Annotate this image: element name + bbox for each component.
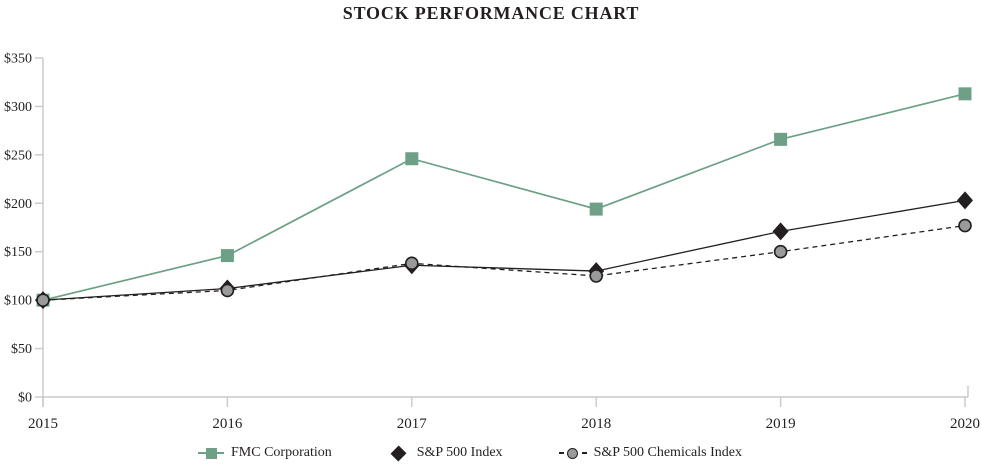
chart-legend: FMC Corporation S&P 500 Index S&P 500 Ch… bbox=[0, 441, 940, 465]
x-tick-label: 2017 bbox=[397, 416, 428, 432]
y-tick-label: $0 bbox=[18, 391, 32, 406]
chart-title: STOCK PERFORMANCE CHART bbox=[342, 3, 640, 23]
data-point-square-2017 bbox=[405, 152, 419, 166]
series-line-1 bbox=[42, 199, 966, 301]
y-tick-label: $200 bbox=[4, 197, 32, 212]
x-tick-label: 2016 bbox=[212, 416, 243, 432]
data-point-diamond-2019 bbox=[772, 222, 789, 241]
legend-item-sp500-index: S&P 500 Index bbox=[388, 445, 503, 461]
data-point-square-2018 bbox=[589, 202, 603, 216]
chemicals-dash-left bbox=[558, 452, 564, 454]
data-point-square-2020 bbox=[958, 87, 972, 101]
fmc-square-swatch bbox=[205, 447, 217, 459]
x-tick-label: 2020 bbox=[950, 416, 980, 432]
y-tick-label: $350 bbox=[4, 52, 32, 67]
series-line-2 bbox=[42, 224, 966, 301]
y-tick-label: $150 bbox=[4, 245, 32, 260]
data-point-circle-2020 bbox=[958, 218, 972, 233]
sp500-diamond-marker-icon bbox=[388, 445, 410, 461]
chemicals-circle-marker-icon bbox=[558, 447, 587, 460]
data-point-square-2019 bbox=[774, 132, 788, 146]
x-tick-label: 2018 bbox=[581, 416, 611, 432]
x-tick-label: 2015 bbox=[28, 416, 58, 432]
y-tick-label: $100 bbox=[4, 294, 32, 309]
series-line-0 bbox=[42, 93, 966, 301]
y-tick-label: $300 bbox=[4, 100, 32, 115]
x-tick-label: 2019 bbox=[766, 416, 796, 432]
chart-plot-area: $0 $50 $100 $150 $200 $250 $300 $350 2015 2016 201… bbox=[4, 52, 980, 433]
legend-item-sp500-chemicals-index: S&P 500 Chemicals Index bbox=[558, 445, 742, 461]
data-point-diamond-2020 bbox=[957, 191, 973, 210]
data-point-circle-2017 bbox=[404, 256, 419, 271]
legend-label-sp500-index: S&P 500 Index bbox=[416, 445, 503, 460]
data-point-circle-2015 bbox=[36, 293, 50, 307]
fmc-square-marker-icon bbox=[198, 447, 224, 460]
chemicals-circle-swatch bbox=[567, 447, 579, 459]
data-point-circle-2019 bbox=[773, 244, 788, 259]
sp500-diamond-swatch bbox=[390, 445, 407, 461]
y-tick-label: $250 bbox=[4, 148, 32, 163]
legend-label-sp500-chemicals-index: S&P 500 Chemicals Index bbox=[593, 445, 742, 460]
data-point-circle-2016 bbox=[220, 283, 235, 298]
y-tick-label: $50 bbox=[11, 342, 32, 357]
legend-label-fmc-corporation: FMC Corporation bbox=[231, 445, 332, 460]
data-point-square-2016 bbox=[220, 249, 234, 263]
legend-item-fmc-corporation: FMC Corporation bbox=[198, 445, 332, 461]
data-point-circle-2018 bbox=[589, 269, 604, 283]
chemicals-dash-right bbox=[581, 452, 587, 454]
